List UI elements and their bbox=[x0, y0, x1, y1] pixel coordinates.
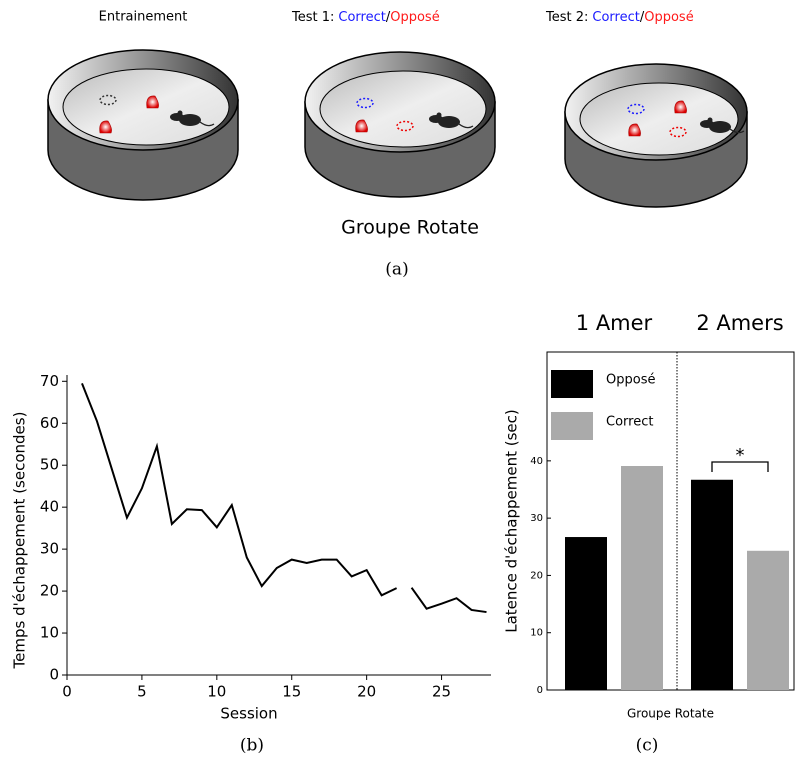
legend-swatch bbox=[551, 370, 593, 398]
significance-bracket bbox=[711, 461, 769, 472]
platform-marker bbox=[356, 97, 374, 109]
plot-frame bbox=[546, 351, 795, 691]
x-tick-label: 15 bbox=[282, 683, 301, 701]
rat-ear bbox=[177, 110, 183, 116]
x-tick-label: 25 bbox=[432, 683, 451, 701]
y-tick-label: 40 bbox=[530, 456, 543, 467]
y-tick-label: 30 bbox=[530, 513, 543, 524]
landmark-cue bbox=[628, 123, 641, 137]
y-tick-label: 50 bbox=[40, 456, 59, 474]
dish-title: Test 2: Correct/Opposé bbox=[545, 10, 694, 25]
bar bbox=[621, 466, 663, 690]
rat bbox=[700, 117, 745, 134]
y-tick-label: 20 bbox=[530, 570, 543, 581]
rat-body bbox=[709, 121, 731, 133]
y-tick-label: 40 bbox=[40, 498, 59, 516]
landmark-cue bbox=[355, 119, 368, 133]
legend-swatch bbox=[551, 412, 593, 440]
platform-marker bbox=[99, 94, 117, 106]
caption: (c) bbox=[636, 736, 659, 756]
y-tick-label: 10 bbox=[40, 624, 59, 642]
y-tick-label: 0 bbox=[537, 685, 543, 696]
platform-marker bbox=[396, 120, 414, 132]
dish-floor bbox=[62, 68, 230, 146]
y-tick-label: 30 bbox=[40, 540, 59, 558]
bar bbox=[747, 550, 789, 690]
x-tick-label: 0 bbox=[62, 683, 72, 701]
y-tick-label: 10 bbox=[530, 628, 543, 639]
platform-marker bbox=[669, 126, 687, 138]
landmark-cue bbox=[674, 100, 687, 114]
landmark-cue bbox=[146, 95, 159, 109]
x-axis-label: Session bbox=[220, 705, 277, 723]
y-axis-label: Temps d'échappement (secondes) bbox=[11, 412, 29, 670]
rat-ear bbox=[707, 117, 713, 123]
y-tick-label: 20 bbox=[40, 582, 59, 600]
line-series bbox=[81, 383, 487, 614]
rat-body bbox=[438, 116, 460, 128]
landmark-cue bbox=[99, 120, 112, 134]
group-label: 2 Amers bbox=[696, 311, 783, 335]
rat-tail bbox=[199, 121, 215, 127]
rat-body bbox=[179, 114, 201, 126]
rat bbox=[429, 112, 474, 129]
bar bbox=[565, 537, 607, 690]
panel-subtitle: Groupe Rotate bbox=[341, 217, 479, 239]
platform-marker bbox=[627, 103, 645, 115]
rat-tail bbox=[729, 128, 745, 134]
y-tick-label: 0 bbox=[49, 666, 59, 684]
legend-label: Correct bbox=[606, 415, 653, 430]
y-axis-label: Latence d'échappement (sec) bbox=[503, 409, 521, 633]
dishes bbox=[47, 49, 748, 208]
caption: (b) bbox=[240, 736, 264, 756]
y-tick-label: 60 bbox=[40, 414, 59, 432]
x-tick-label: 5 bbox=[137, 683, 147, 701]
caption: (a) bbox=[385, 260, 408, 280]
x-axis-label: Groupe Rotate bbox=[627, 707, 714, 721]
dish-title: Test 1: Correct/Opposé bbox=[291, 10, 440, 25]
rat bbox=[170, 110, 215, 127]
rat-ear bbox=[436, 112, 442, 118]
y-tick-label: 70 bbox=[40, 372, 59, 390]
legend-label: Opposé bbox=[606, 373, 655, 388]
x-tick-label: 10 bbox=[207, 683, 226, 701]
dish-floor bbox=[579, 82, 739, 156]
rat-tail bbox=[458, 123, 474, 129]
x-tick-label: 20 bbox=[357, 683, 376, 701]
significance-mark: * bbox=[736, 445, 745, 466]
dish-title: Entrainement bbox=[99, 10, 188, 25]
group-label: 1 Amer bbox=[576, 311, 653, 335]
bar bbox=[691, 479, 733, 690]
dish-floor bbox=[319, 70, 487, 148]
